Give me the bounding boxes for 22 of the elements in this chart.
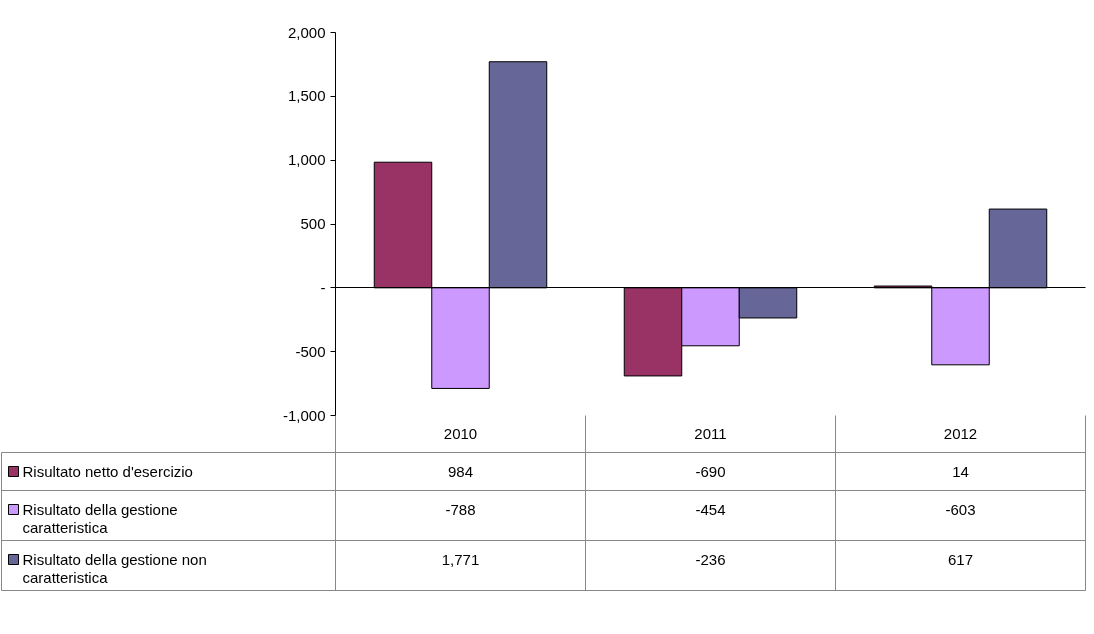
- y-tick-label: -1,000: [282, 406, 326, 424]
- data-label: 14: [952, 462, 969, 480]
- y-tick-label: 1,000: [287, 151, 326, 169]
- legend-label: Risultato della gestione non caratteristica: [22, 551, 207, 586]
- data-label: 617: [947, 550, 974, 568]
- legend-label: Risultato netto d'esercizio: [22, 463, 193, 480]
- data-label: 984: [447, 462, 474, 480]
- data-label: -236: [695, 550, 726, 568]
- y-tick-label: -500: [295, 342, 326, 360]
- data-label: -788: [445, 500, 476, 518]
- x-tick-label: 2012: [943, 425, 978, 442]
- y-tick-label: 1,500: [287, 87, 326, 105]
- legend-label: Risultato della gestione caratteristica: [22, 501, 178, 536]
- x-tick-label: 2011: [694, 425, 727, 442]
- x-tick-label: 2010: [443, 425, 478, 442]
- data-label: -603: [945, 500, 976, 518]
- data-label: -454: [695, 500, 726, 518]
- data-label: -690: [695, 462, 726, 480]
- data-label: 1,771: [441, 550, 480, 568]
- y-tick-label: 2,000: [287, 23, 326, 41]
- y-tick-label: -: [320, 278, 326, 296]
- y-tick-label: 500: [300, 215, 326, 232]
